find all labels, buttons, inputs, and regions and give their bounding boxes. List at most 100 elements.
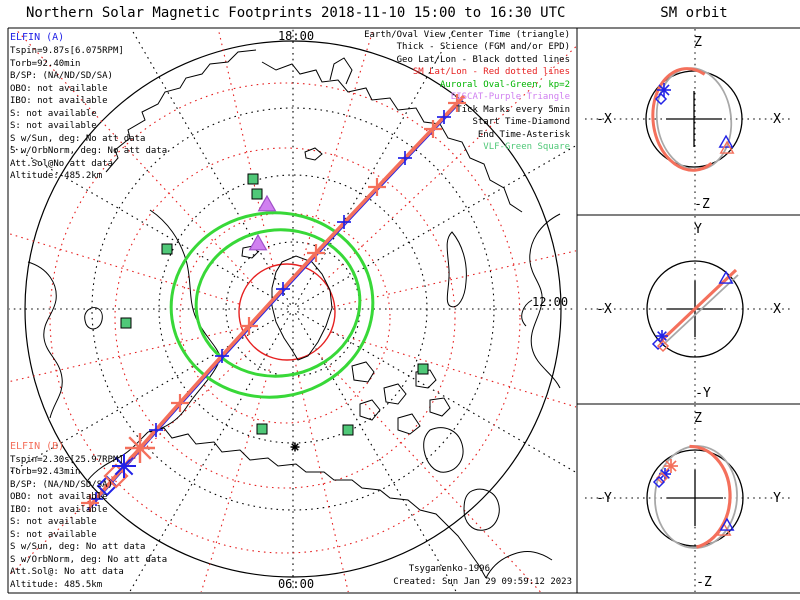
elfin-a-line: Torb=92.40min — [10, 59, 80, 69]
end-asterisk-elfin-a — [112, 454, 136, 478]
tick-elfin-a — [437, 110, 451, 124]
tick-elfin-a — [215, 349, 229, 363]
legend-line: Start Time-Diamond — [472, 117, 570, 127]
legend-line: VLF-Green Square — [483, 142, 570, 152]
legend-line: SM Lat/Lon - Red dotted lines — [413, 67, 570, 77]
axis-label-down: -Z — [696, 575, 712, 590]
elfin-b-line: B/SP: (NA/ND/SD/SA) — [10, 480, 113, 490]
earth-circle — [646, 260, 744, 358]
elfin-a-line: Tspin=9.87s[6.075RPM] — [10, 46, 124, 56]
elfin-b-info: ELFIN (B) Tspin=2.30s[25.97RPM] Torb=92.… — [10, 441, 167, 590]
tick-elfin-b — [81, 494, 99, 512]
elfin-a-title: ELFIN (A) — [10, 32, 64, 43]
marker-diamond — [656, 339, 670, 353]
axis-label-down: -Z — [694, 197, 710, 212]
vlf-station-square — [342, 424, 354, 436]
elfin-b-line: IBO: not available — [10, 505, 108, 515]
vlf-station-square — [161, 243, 173, 255]
elfin-b-line: S w/Sun, deg: No att data — [10, 542, 145, 552]
elfin-b-line: S w/OrbNorm, deg: No att data — [10, 555, 167, 565]
elfin-a-line: S: not available — [10, 121, 97, 131]
axis-label-right: Y — [773, 491, 781, 506]
end-asterisk-elfin-b — [125, 433, 155, 463]
auroral-oval-inner — [194, 228, 362, 378]
vlf-station-square — [256, 423, 268, 435]
satellite-trajectories — [81, 94, 466, 512]
orbit-ellipse — [651, 67, 733, 172]
tick-elfin-a — [398, 151, 412, 165]
vlf-station-square — [247, 173, 259, 185]
elfin-a-line: IBO: not available — [10, 96, 108, 106]
sm-orbit-panel-xy: Y -Y -X X — [585, 216, 792, 403]
sm-inner-circle — [238, 263, 336, 361]
marker-diamond — [652, 475, 666, 489]
vlf-station-square — [251, 188, 263, 200]
legend-line: Geo Lat/Lon - Black dotted lines — [397, 55, 570, 65]
model-credit: Tsyganenko-1996 — [409, 564, 490, 574]
sm-orbit-title: SM orbit — [660, 5, 727, 21]
station-star — [290, 442, 300, 452]
elfin-a-info: ELFIN (A) Tspin=9.87s[6.075RPM] Torb=92.… — [10, 32, 167, 181]
tick-elfin-a — [276, 282, 290, 296]
legend-line: End Time-Asterisk — [478, 130, 571, 140]
sm-orbit-panel-xz: Z -Z -X X — [585, 29, 792, 214]
elfin-b-line: Tspin=2.30s[25.97RPM] — [10, 455, 124, 465]
sm-orbit-panel-yz: Z -Z -Y Y — [585, 405, 792, 592]
legend-line: Earth/Oval View Center Time (triangle) — [364, 30, 570, 40]
eiscat-station-triangle — [248, 233, 268, 251]
elfin-a-line: S w/OrbNorm, deg: No att data — [10, 146, 167, 156]
elfin-b-line: Att.Sol@: No att data — [10, 567, 124, 577]
tick-elfin-b — [307, 244, 325, 262]
created-timestamp: Created: Sun Jan 29 09:59:12 2023 — [393, 577, 572, 587]
tick-elfin-b — [448, 94, 466, 112]
elfin-a-line: OBO: not available — [10, 84, 108, 94]
map-legend: Earth/Oval View Center Time (triangle) T… — [364, 30, 570, 152]
elfin-a-line: Att.Sol@No att data — [10, 159, 113, 169]
elfin-b-line: Altitude: 485.5km — [10, 580, 102, 590]
tick-elfin-a — [149, 423, 163, 437]
elfin-a-line: S w/Sun, deg: No att data — [10, 134, 145, 144]
marker-asterisk — [656, 330, 668, 342]
elfin-a-line: Altitude: 485.2km — [10, 171, 102, 181]
axis-label-right: X — [773, 112, 781, 127]
geo-lat-lon-grid — [9, 29, 576, 592]
legend-line: Auroral Oval-Green, kp=2 — [440, 80, 570, 90]
tick-elfin-b — [240, 317, 258, 335]
vlf-station-square — [417, 363, 429, 375]
legend-line: Thick - Science (FGM and/or EPD) — [397, 42, 570, 52]
axis-label-right: X — [773, 302, 781, 317]
axis-label-up: Z — [694, 35, 702, 50]
marker-asterisk — [664, 459, 678, 473]
elfin-b-line: S: not available — [10, 530, 97, 540]
axis-label-down: -Y — [695, 386, 711, 401]
tick-elfin-a — [337, 215, 351, 229]
elfin-b-line: Torb=92.43min — [10, 467, 80, 477]
axis-label-up: Z — [694, 411, 702, 426]
orbit-line-gray — [663, 274, 739, 345]
elfin-a-line: S: not available — [10, 109, 97, 119]
orbit-line-red — [658, 268, 738, 344]
map-markers — [120, 173, 429, 452]
elfin-a-line: B/SP: (NA/ND/SD/SA) — [10, 71, 113, 81]
tick-elfin-b — [368, 178, 386, 196]
tick-elfin-b — [424, 120, 442, 138]
legend-line: Tick Marks every 5min — [456, 105, 570, 115]
marker-triangle — [718, 134, 734, 148]
legend-line: EISCAT-Purple Triangle — [451, 92, 570, 102]
mlt-label-12: 12:00 — [532, 295, 568, 309]
elfin-b-line: OBO: not available — [10, 492, 108, 502]
tick-elfin-b — [171, 394, 189, 412]
axis-label-left: -X — [596, 112, 612, 127]
coastlines — [27, 49, 561, 579]
axis-label-up: Y — [694, 222, 702, 237]
map-area — [9, 29, 576, 592]
marker-diamond — [654, 92, 668, 106]
figure-title: Northern Solar Magnetic Footprints 2018-… — [26, 5, 565, 21]
earth-circle — [646, 449, 744, 547]
mlt-label-18: 18:00 — [278, 29, 314, 43]
elfin-b-line: S: not available — [10, 517, 97, 527]
axis-label-left: -X — [596, 302, 612, 317]
mlt-label-06: 06:00 — [278, 577, 314, 591]
